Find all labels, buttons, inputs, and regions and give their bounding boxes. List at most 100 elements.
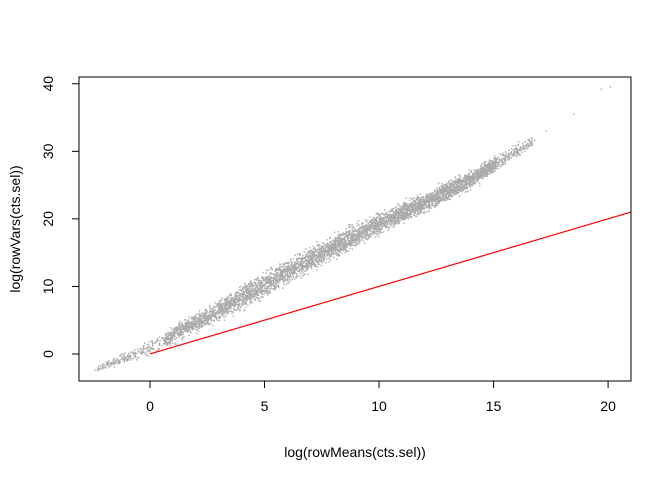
data-point [245, 298, 248, 300]
data-point [428, 197, 431, 199]
data-point [219, 301, 221, 303]
data-point [449, 182, 452, 185]
data-point [298, 275, 300, 277]
data-point [261, 288, 263, 291]
data-point [376, 234, 379, 236]
data-point [339, 247, 341, 250]
data-point [322, 242, 325, 244]
data-point [517, 144, 520, 146]
data-point [503, 160, 506, 162]
data-point [519, 154, 521, 157]
data-point [417, 201, 420, 203]
data-point [353, 233, 355, 235]
data-point [256, 296, 258, 299]
data-point [195, 321, 198, 323]
data-point [482, 173, 485, 175]
data-point [267, 276, 270, 278]
data-point [375, 226, 378, 229]
data-point [339, 242, 342, 244]
data-point [236, 296, 238, 298]
data-point [270, 272, 272, 275]
data-point [404, 203, 407, 206]
data-point [459, 179, 462, 182]
data-point [282, 287, 284, 289]
data-point [377, 213, 379, 215]
data-point [428, 193, 431, 196]
data-point [385, 225, 387, 227]
data-point [458, 189, 460, 192]
data-point [388, 216, 391, 218]
data-point [265, 269, 268, 272]
data-point [323, 252, 325, 254]
data-point [501, 165, 503, 167]
data-point [192, 328, 194, 330]
data-point [504, 156, 506, 159]
data-point [173, 331, 175, 334]
data-point [191, 315, 193, 318]
data-point [171, 336, 173, 339]
data-point [329, 236, 331, 239]
data-point [424, 196, 427, 198]
data-point [342, 246, 345, 249]
data-point [483, 164, 485, 166]
data-point [157, 348, 159, 350]
data-point [230, 303, 232, 305]
data-point [263, 285, 266, 287]
data-point [254, 299, 257, 301]
data-point [453, 194, 456, 196]
data-point [362, 232, 364, 235]
data-point [284, 276, 286, 278]
data-point [372, 225, 374, 227]
data-point [329, 247, 331, 249]
data-point [482, 174, 484, 177]
data-point [414, 211, 416, 214]
data-point [275, 280, 278, 282]
data-point [282, 275, 284, 277]
data-point [167, 337, 169, 339]
data-point [513, 152, 515, 154]
data-point [190, 323, 192, 326]
data-point [435, 202, 437, 204]
data-point [502, 158, 505, 160]
data-point [301, 260, 304, 262]
data-point [249, 288, 251, 291]
data-point [218, 306, 220, 308]
data-point [523, 144, 525, 147]
data-point [413, 209, 415, 211]
data-point [454, 176, 456, 178]
data-point [313, 259, 315, 261]
data-point [134, 355, 136, 357]
data-point [366, 231, 369, 233]
data-point [383, 223, 386, 225]
data-point [320, 252, 322, 254]
data-point [197, 323, 199, 325]
data-point [354, 228, 356, 231]
data-point [444, 198, 446, 201]
data-point [267, 269, 270, 272]
data-point [182, 331, 185, 333]
data-point [441, 191, 444, 193]
data-point [448, 180, 450, 183]
data-point [457, 185, 460, 188]
data-point [378, 218, 381, 221]
data-point [219, 308, 222, 311]
data-point [292, 275, 294, 278]
data-point [381, 221, 383, 223]
data-point [380, 213, 382, 215]
data-point [191, 325, 193, 328]
data-point [424, 199, 427, 202]
data-point [333, 253, 335, 255]
data-point [388, 223, 391, 226]
data-point [231, 304, 234, 307]
data-point [196, 317, 198, 319]
data-point [223, 316, 225, 318]
data-point [113, 362, 116, 365]
data-point [392, 210, 394, 213]
data-point [315, 249, 317, 252]
data-point [174, 330, 176, 332]
data-point [303, 250, 305, 253]
data-point [514, 148, 516, 150]
data-point [260, 281, 262, 283]
data-point [238, 289, 240, 291]
data-point [343, 241, 346, 243]
